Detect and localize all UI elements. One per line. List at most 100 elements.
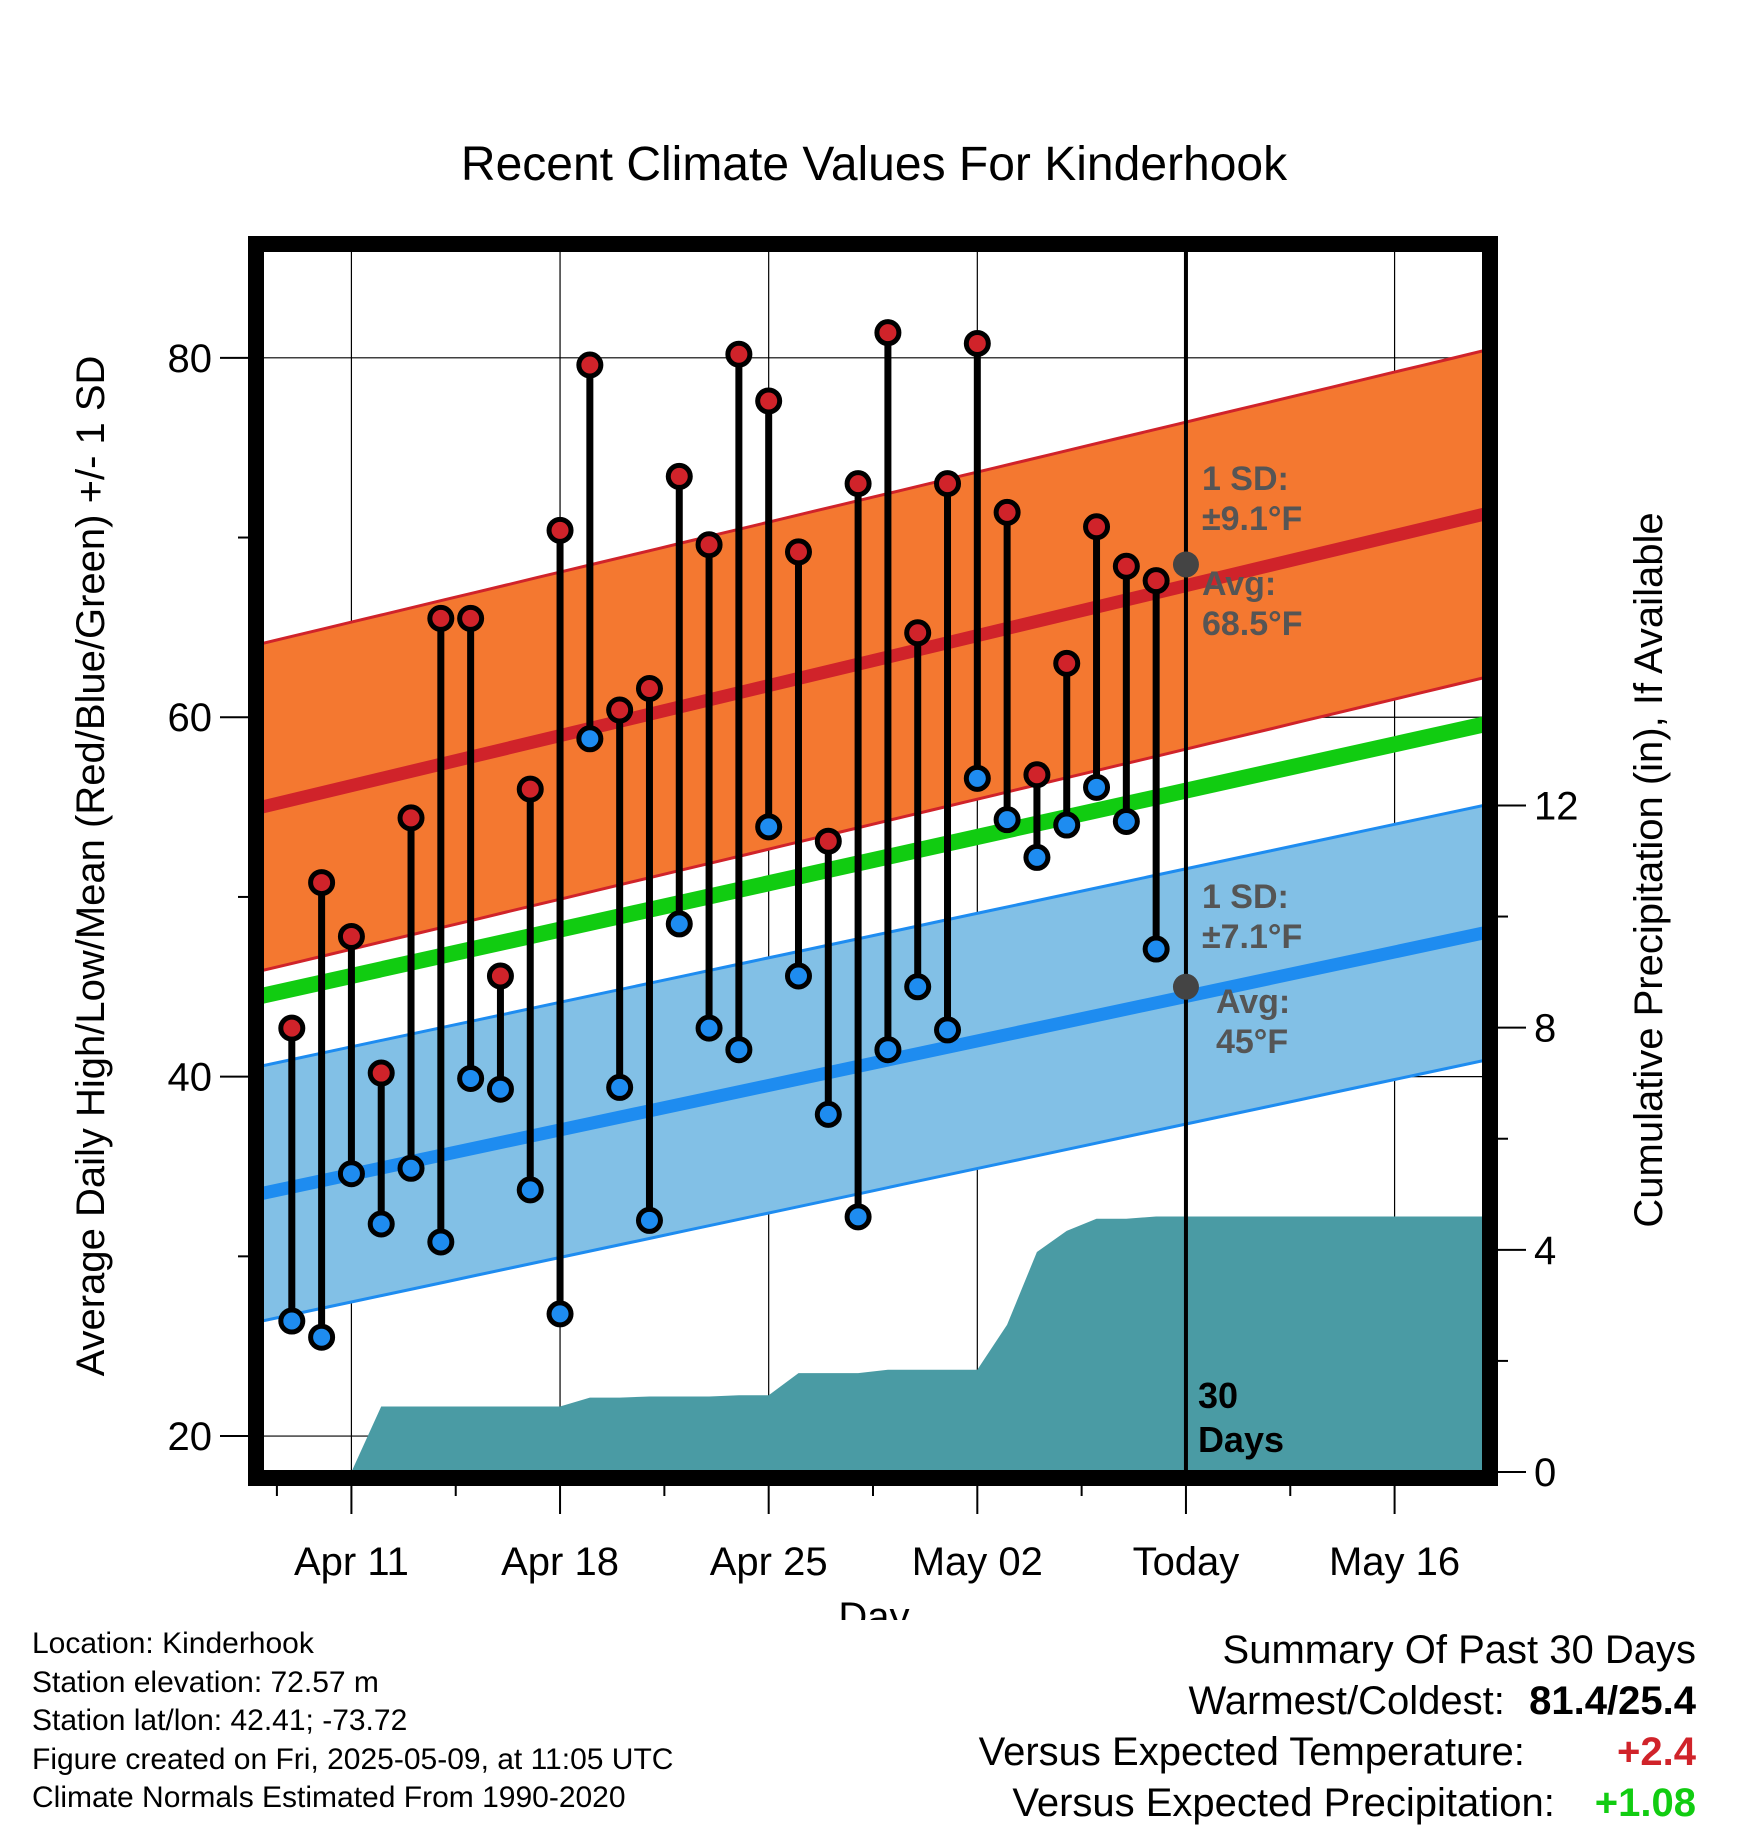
y-tick-label-0: 20 xyxy=(168,1415,213,1459)
daily-high-point xyxy=(784,538,812,566)
daily-low-point xyxy=(814,1100,842,1128)
daily-low-point xyxy=(665,910,693,938)
daily-high-point xyxy=(814,827,842,855)
daily-high-point xyxy=(606,696,634,724)
climate-chart: Recent Climate Values For Kinderhook 1 S… xyxy=(69,138,1671,1620)
daily-low-point xyxy=(784,962,812,990)
temp-value: +2.4 xyxy=(1617,1730,1696,1774)
daily-high-point xyxy=(337,922,365,950)
daily-high-point xyxy=(725,340,753,368)
x-tick-label-1: Apr 18 xyxy=(501,1540,619,1584)
plot-area xyxy=(262,250,1484,1472)
y-tick-label-3: 80 xyxy=(168,337,213,381)
daily-low-point xyxy=(963,764,991,792)
daily-low-point xyxy=(755,813,783,841)
daily-high-point xyxy=(1083,513,1111,541)
today-high-normal-marker xyxy=(1172,551,1199,578)
daily-low-point xyxy=(904,973,932,1001)
high-avg-label-0: Avg: xyxy=(1202,565,1276,603)
daily-high-point xyxy=(308,869,336,897)
warmest-label: Warmest/Coldest: xyxy=(1188,1679,1505,1723)
x-tick-label-0: Apr 11 xyxy=(294,1540,409,1584)
y2-axis-title: Cumulative Precipitation (in), If Availa… xyxy=(1627,512,1671,1227)
daily-low-point xyxy=(725,1036,753,1064)
daily-high-point xyxy=(516,775,544,803)
daily-low-point xyxy=(934,1016,962,1044)
x-axis-title: Day xyxy=(838,1595,909,1620)
y-axis-title: Average Daily High/Low/Mean (Red/Blue/Gr… xyxy=(69,356,113,1377)
daily-high-point xyxy=(1053,649,1081,677)
today-low-normal-marker xyxy=(1172,973,1199,1000)
daily-low-point xyxy=(427,1228,455,1256)
precip-label: Versus Expected Precipitation: xyxy=(1012,1781,1555,1825)
daily-low-point xyxy=(1053,811,1081,839)
high-sd-label-0: 1 SD: xyxy=(1202,460,1289,498)
days-label-0: 30 xyxy=(1198,1375,1238,1416)
low-avg-label-0: Avg: xyxy=(1216,983,1290,1021)
high-avg-label-1: 68.5°F xyxy=(1202,605,1303,643)
daily-low-point xyxy=(1023,843,1051,871)
daily-high-point xyxy=(278,1014,306,1042)
daily-low-point xyxy=(1142,935,1170,963)
daily-high-point xyxy=(1142,567,1170,595)
daily-high-point xyxy=(457,604,485,632)
created-text: Figure created on Fri, 2025-05-09, at 11… xyxy=(32,1742,674,1776)
y-tick-label-1: 40 xyxy=(168,1056,213,1100)
elevation-text: Station elevation: 72.57 m xyxy=(32,1665,379,1699)
low-sd-label-0: 1 SD: xyxy=(1202,878,1289,916)
daily-low-point xyxy=(576,725,604,753)
temp-row: Versus Expected Temperature: +2.4 xyxy=(979,1727,1696,1778)
daily-low-point xyxy=(844,1203,872,1231)
location-text: Location: Kinderhook xyxy=(32,1627,314,1660)
summary-panel: Summary Of Past 30 Days Warmest/Coldest:… xyxy=(979,1625,1696,1829)
daily-low-point xyxy=(1112,807,1140,835)
daily-high-point xyxy=(546,516,574,544)
daily-low-point xyxy=(397,1154,425,1182)
daily-high-point xyxy=(1112,552,1140,580)
daily-low-point xyxy=(486,1075,514,1103)
low-sd-lower-edge xyxy=(262,1059,1484,1323)
warmest-value: 81.4/25.4 xyxy=(1529,1679,1696,1723)
normals-text: Climate Normals Estimated From 1990-2020 xyxy=(32,1781,626,1814)
daily-low-point xyxy=(606,1073,634,1101)
daily-high-point xyxy=(695,531,723,559)
y-tick-label-2: 60 xyxy=(168,696,213,740)
daily-high-point xyxy=(874,319,902,347)
daily-low-point xyxy=(635,1206,663,1234)
daily-high-point xyxy=(635,674,663,702)
station-info: Location: Kinderhook Station elevation: … xyxy=(32,1625,673,1818)
plot-frame xyxy=(248,236,1498,1486)
low-avg-label-1: 45°F xyxy=(1216,1023,1288,1061)
daily-high-point xyxy=(576,351,604,379)
daily-high-point xyxy=(904,619,932,647)
summary-heading: Summary Of Past 30 Days xyxy=(1222,1628,1696,1672)
daily-high-point xyxy=(1023,761,1051,789)
precip-value: +1.08 xyxy=(1594,1781,1696,1825)
daily-high-point xyxy=(367,1059,395,1087)
daily-low-point xyxy=(367,1210,395,1238)
daily-high-point xyxy=(934,470,962,498)
precipitation-area xyxy=(351,1216,1484,1472)
y2-tick-label-0: 0 xyxy=(1534,1451,1556,1495)
daily-high-point xyxy=(844,470,872,498)
normal-high-line xyxy=(262,507,1484,814)
high-sd-label-1: ±9.1°F xyxy=(1202,500,1302,538)
daily-high-point xyxy=(993,498,1021,526)
low-sd-label-1: ±7.1°F xyxy=(1202,918,1302,956)
daily-high-point xyxy=(427,604,455,632)
daily-low-point xyxy=(308,1323,336,1351)
daily-low-point xyxy=(546,1300,574,1328)
daily-low-point xyxy=(1083,773,1111,801)
daily-low-point xyxy=(993,806,1021,834)
high-sd-lower-edge xyxy=(262,676,1484,973)
daily-low-point xyxy=(457,1064,485,1092)
y2-tick-label-1: 4 xyxy=(1534,1229,1556,1273)
high-sd-upper-edge xyxy=(262,349,1484,646)
x-tick-label-3: May 02 xyxy=(912,1540,1043,1584)
precip-row: Versus Expected Precipitation: +1.08 xyxy=(979,1778,1696,1829)
y2-tick-label-3: 12 xyxy=(1534,784,1579,828)
daily-high-point xyxy=(665,462,693,490)
daily-low-point xyxy=(695,1014,723,1042)
temp-label: Versus Expected Temperature: xyxy=(978,1730,1525,1774)
